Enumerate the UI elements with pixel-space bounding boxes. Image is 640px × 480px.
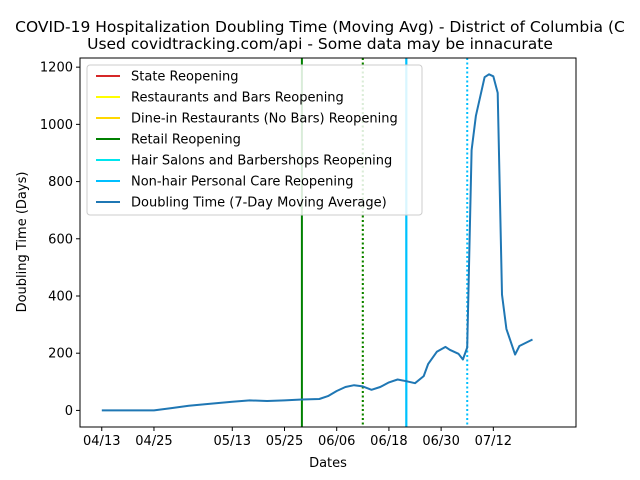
y-axis: 0 200 400 600 800 1000 1200 — [40, 61, 80, 419]
x-tick-label: 07/12 — [475, 434, 512, 449]
x-axis-label: Dates — [309, 456, 347, 471]
legend-label: State Reopening — [131, 70, 239, 85]
chart-subtitle: Used covidtracking.com/api - Some data m… — [87, 35, 553, 53]
y-tick-label: 600 — [48, 232, 73, 247]
x-tick-label: 06/30 — [422, 434, 459, 449]
y-axis-label: Doubling Time (Days) — [15, 172, 30, 313]
y-tick-label: 1200 — [40, 61, 73, 76]
legend-label: Restaurants and Bars Reopening — [131, 91, 344, 106]
chart-title: COVID-19 Hospitalization Doubling Time (… — [15, 18, 625, 36]
y-tick-label: 0 — [65, 404, 73, 419]
y-tick-label: 200 — [48, 347, 73, 362]
series-line — [101, 73, 533, 412]
x-axis: 04/13 04/25 05/13 05/25 06/06 06/18 06/30 07/12 — [83, 427, 512, 449]
legend-label: Non-hair Personal Care Reopening — [131, 175, 354, 190]
x-tick-label: 05/13 — [214, 434, 251, 449]
legend: State Reopening Restaurants and Bars Reop… — [86, 64, 423, 216]
x-tick-label: 04/25 — [135, 434, 172, 449]
legend-label: Doubling Time (7-Day Moving Average) — [131, 196, 387, 211]
series-group — [101, 73, 533, 412]
x-tick-label: 05/25 — [266, 434, 303, 449]
x-tick-label: 06/18 — [370, 434, 407, 449]
x-tick-label: 06/06 — [318, 434, 355, 449]
y-tick-label: 800 — [48, 175, 73, 190]
y-tick-label: 400 — [48, 289, 73, 304]
legend-label: Dine-in Restaurants (No Bars) Reopening — [131, 112, 398, 127]
plot-frame — [79, 57, 577, 428]
legend-box — [86, 64, 423, 216]
x-tick-label: 04/13 — [83, 434, 120, 449]
y-tick-label: 1000 — [40, 118, 73, 133]
legend-label: Hair Salons and Barbershops Reopening — [131, 154, 392, 169]
legend-label: Retail Reopening — [131, 133, 241, 148]
